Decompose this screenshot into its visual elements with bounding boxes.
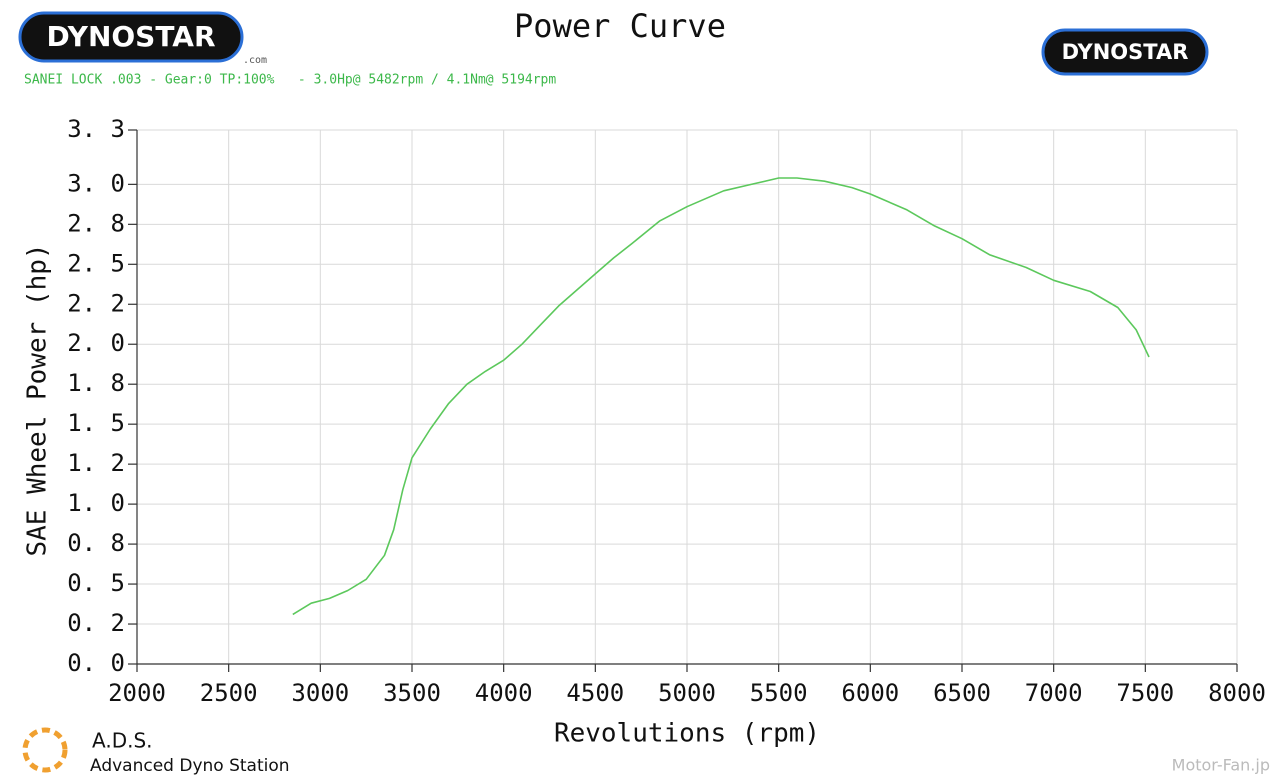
y-tick-label: 0. 8 [67, 529, 125, 557]
x-tick-label: 5500 [750, 679, 808, 707]
y-tick-label: 1. 2 [67, 449, 125, 477]
logo-left: DYNOSTAR .com [18, 11, 267, 66]
y-tick-label: 3. 0 [67, 169, 125, 197]
logo-suffix: .com [243, 55, 267, 66]
y-tick-label: 2. 2 [67, 289, 125, 317]
x-tick-label: 7500 [1116, 679, 1174, 707]
y-tick-label: 3. 3 [67, 115, 125, 143]
y-tick-label: 2. 5 [67, 249, 125, 277]
ads-logo: A.D.S. Advanced Dyno Station [22, 727, 290, 776]
x-tick-label: 6500 [933, 679, 991, 707]
logo-right: DYNOSTAR [1041, 28, 1209, 76]
x-tick-label: 4000 [475, 679, 533, 707]
y-tick-label: 0. 2 [67, 609, 125, 637]
logo-badge [18, 11, 244, 63]
logo-text: DYNOSTAR [1062, 40, 1189, 64]
y-tick-label: 2. 8 [67, 209, 125, 237]
y-tick-label: 0. 5 [67, 569, 125, 597]
x-tick-label: 3500 [383, 679, 441, 707]
x-axis-label: Revolutions (rpm) [554, 719, 820, 749]
logo-badge [1041, 28, 1209, 76]
logo-text: DYNOSTAR [46, 20, 215, 53]
y-tick-label: 1. 5 [67, 409, 125, 437]
y-tick-label: 2. 0 [67, 329, 125, 357]
x-tick-label: 3000 [291, 679, 349, 707]
chart-title: Power Curve [514, 7, 726, 45]
x-tick-label: 6000 [841, 679, 899, 707]
ads-short: A.D.S. [92, 729, 153, 753]
watermark: Motor-Fan.jp [1172, 756, 1270, 775]
x-tick-label: 2500 [200, 679, 258, 707]
y-tick-label: 1. 0 [67, 489, 125, 517]
x-tick-label: 5000 [658, 679, 716, 707]
ads-full: Advanced Dyno Station [90, 756, 290, 776]
chart-subtitle: SANEI LOCK .003 - Gear:0 TP:100% - 3.0Hp… [24, 73, 556, 88]
y-tick-label: 0. 0 [67, 649, 125, 677]
y-tick-label: 1. 8 [67, 369, 125, 397]
x-tick-label: 2000 [108, 679, 166, 707]
x-tick-label: 8000 [1208, 679, 1266, 707]
power-curve [292, 177, 1150, 616]
x-tick-label: 7000 [1025, 679, 1083, 707]
x-tick-label: 4500 [566, 679, 624, 707]
ads-icon [22, 727, 68, 773]
y-axis-label: SAE Wheel Power (hp) [23, 243, 53, 556]
